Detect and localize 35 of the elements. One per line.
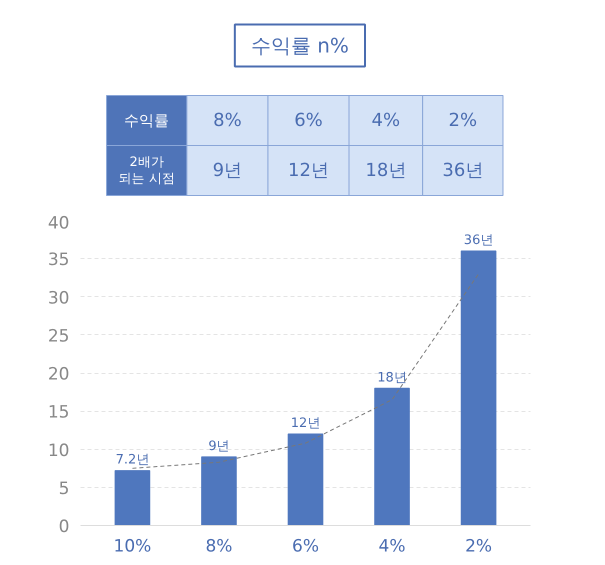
chart-title: 수익률 n% bbox=[250, 34, 349, 58]
text: 18년 bbox=[365, 160, 406, 181]
data-label: 7.2년 bbox=[116, 452, 150, 468]
bar bbox=[374, 388, 410, 526]
data-label: 36년 bbox=[464, 233, 494, 248]
text: 2% bbox=[448, 110, 478, 131]
bar bbox=[460, 250, 496, 526]
bar bbox=[201, 456, 237, 526]
y-tick-label: 5 bbox=[58, 478, 70, 499]
x-tick-label: 10% bbox=[114, 536, 152, 556]
x-tick-label: 8% bbox=[205, 536, 232, 556]
text: 12년 bbox=[288, 160, 329, 181]
x-tick-label: 6% bbox=[292, 536, 319, 556]
y-tick-label: 20 bbox=[48, 364, 70, 384]
y-tick-label: 25 bbox=[48, 326, 70, 346]
x-tick-label: 2% bbox=[465, 536, 492, 556]
y-tick-label: 40 bbox=[48, 214, 70, 234]
y-tick-label: 15 bbox=[48, 402, 70, 423]
x-tick-label: 4% bbox=[378, 536, 406, 556]
text: 4% bbox=[372, 110, 400, 131]
text: 9년 bbox=[212, 160, 242, 181]
y-tick-label: 0 bbox=[58, 517, 70, 537]
data-label: 18년 bbox=[377, 370, 407, 386]
text: 6% bbox=[294, 110, 323, 131]
bar bbox=[114, 470, 150, 526]
data-label: 12년 bbox=[290, 416, 320, 431]
y-tick-label: 35 bbox=[48, 250, 70, 270]
text: 8% bbox=[213, 110, 242, 131]
text: 36년 bbox=[442, 160, 484, 181]
y-tick-label: 30 bbox=[48, 288, 70, 308]
data-label: 9년 bbox=[208, 438, 230, 454]
y-tick-label: 10 bbox=[48, 440, 70, 461]
text: 수익률 bbox=[124, 112, 170, 130]
text: 2배가 되는 시점 bbox=[118, 154, 175, 186]
bar bbox=[288, 434, 324, 526]
